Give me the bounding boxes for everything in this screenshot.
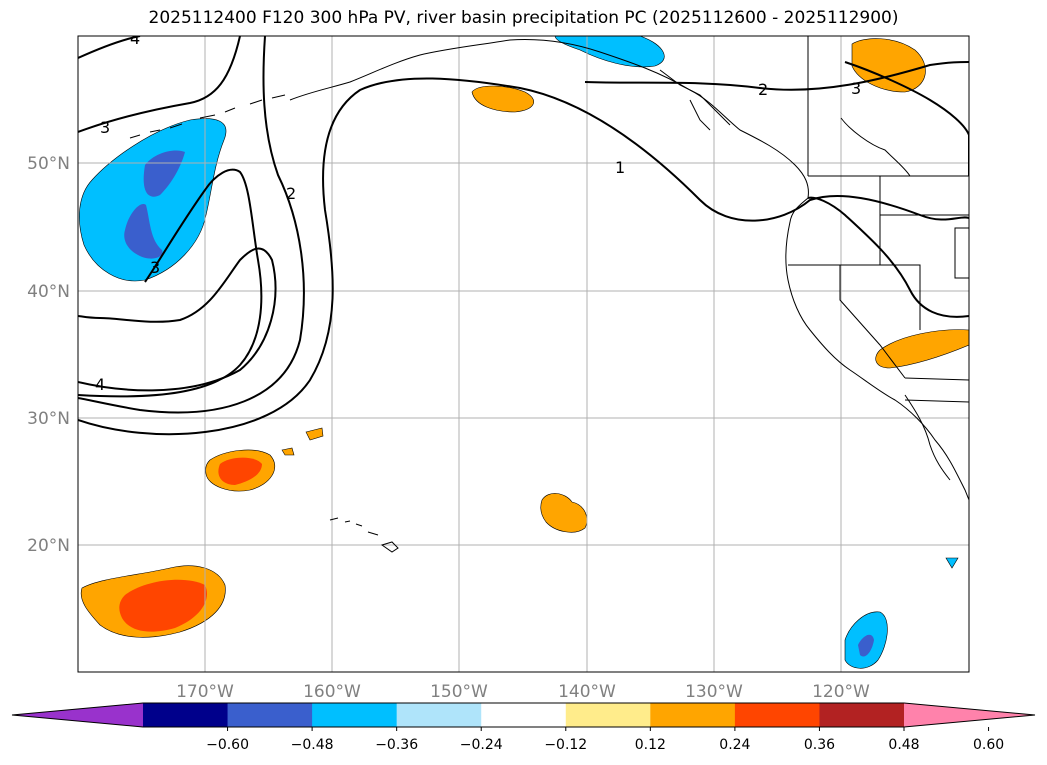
colorbar-swatch [312,703,398,727]
pv-contours [78,36,969,436]
colorbar-tick-label: −0.12 [544,737,587,753]
contour-label-group: 4 3 3 2 4 1 2 3 [95,29,861,394]
pv-contour-3-mid [78,168,263,398]
colorbar-tick-label: −0.36 [375,737,418,753]
colorbar-swatch [481,703,567,727]
lat-label: 30°N [27,409,70,429]
lat-label: 20°N [27,536,70,556]
negative-anomaly-region [79,118,227,282]
colorbar-tick-label: −0.24 [460,737,503,753]
colorbar-tick-label: 0.24 [719,737,750,753]
contour-label: 2 [758,80,768,99]
negative-anomaly-region [945,557,959,569]
coastlines [129,36,969,553]
positive-anomaly-core [218,457,262,485]
colorbar-swatch [565,703,651,727]
contour-label: 4 [130,29,140,48]
colorbar-swatch [227,703,313,727]
positive-anomaly-region [305,427,324,441]
contour-label: 3 [100,118,110,137]
colorbar-tick-label: −0.60 [206,737,249,753]
map-frame [77,35,970,673]
map-plot-area: 4 3 3 2 4 1 2 3 [78,29,969,672]
colorbar-tick-labels: −0.60 −0.48 −0.36 −0.24 −0.12 0.12 0.24 0.36 0.4… [206,737,1004,753]
positive-anomaly-region [471,85,534,113]
map-title: 2025112400 F120 300 hPa PV, river basin … [148,8,899,28]
pv-contour-2-east [584,61,969,91]
graticule [78,36,969,672]
lon-label: 140°W [558,682,616,702]
colorbar-swatch [143,703,229,727]
pv-contour-3-upper [78,36,241,133]
lon-label: 120°W [812,682,870,702]
contour-label: 2 [286,184,296,203]
contour-label: 3 [150,258,160,277]
positive-anomaly-core [119,579,207,632]
colorbar-tick-label: −0.48 [291,737,334,753]
colorbar-swatch [734,703,820,727]
precip-anomaly-fills [79,36,969,669]
lon-label: 170°W [176,682,234,702]
negative-anomaly-core [858,634,874,657]
pv-contour-1-main [78,77,969,436]
pv-contour-1-east [807,196,969,318]
negative-anomaly-core [143,150,185,197]
positive-anomaly-region [281,447,295,456]
colorbar-swatch [396,703,482,727]
colorbar-outline [11,702,1036,728]
lat-label: 40°N [27,282,70,302]
colorbar-tick-label: 0.48 [888,737,919,753]
colorbar-tick-label: 0.12 [635,737,666,753]
colorbar-swatch [819,703,905,727]
contour-label: 1 [615,158,625,177]
colorbar-tick-label: 0.60 [973,737,1004,753]
lat-label: 50°N [27,154,70,174]
lon-label: 130°W [685,682,743,702]
colorbar-tick-label: 0.36 [804,737,835,753]
pv-contour-4-upper [78,36,141,59]
lon-label: 150°W [430,682,488,702]
colorbar [11,702,1036,731]
lon-label: 160°W [303,682,361,702]
pv-contour-2-west [78,36,305,414]
contour-label: 4 [95,375,105,394]
negative-anomaly-core [124,204,163,259]
contour-label: 3 [851,79,861,98]
pv-contour-3-east [844,61,969,176]
positive-anomaly-region [540,493,588,533]
colorbar-extend-low [12,703,143,727]
colorbar-extend-high [904,703,1035,727]
longitude-labels: 170°W 160°W 150°W 140°W 130°W 120°W [176,682,870,702]
latitude-labels: 50°N 40°N 30°N 20°N [27,154,70,556]
positive-anomaly-region [875,329,969,369]
colorbar-swatch [650,703,736,727]
pv-contour-3-south [78,247,277,392]
